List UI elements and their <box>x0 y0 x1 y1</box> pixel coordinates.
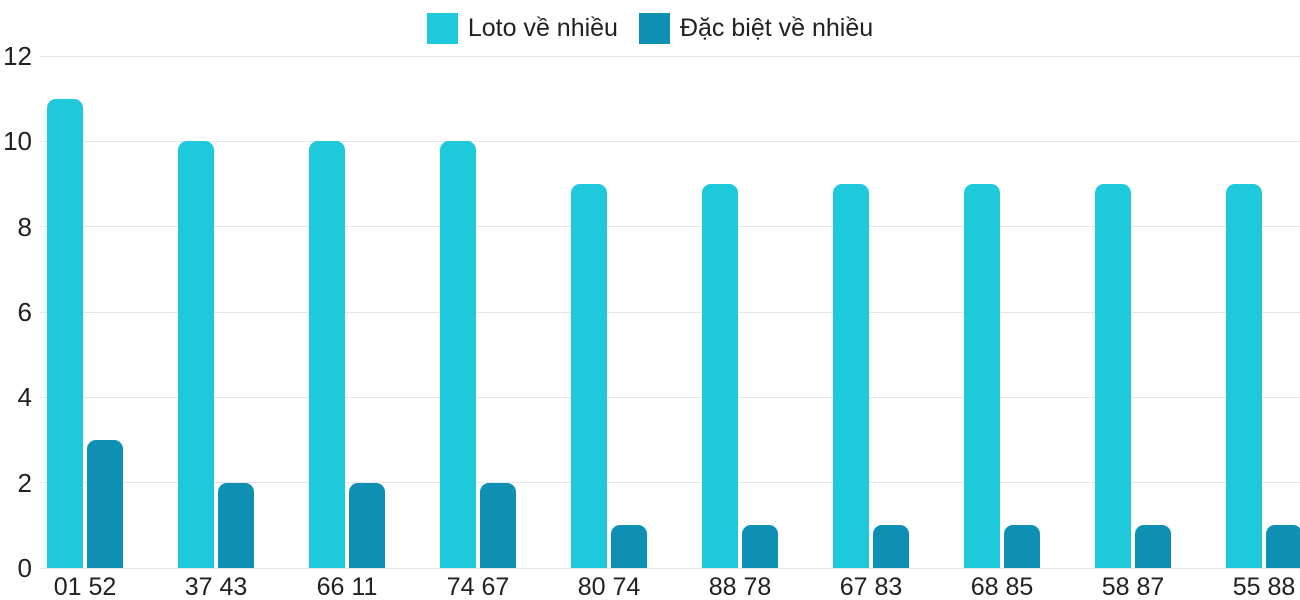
x-axis-category-label: 55 88 <box>1232 573 1296 600</box>
bar-series-0-group-7[interactable] <box>964 184 1000 568</box>
bar-series-1-group-7[interactable] <box>1004 525 1040 568</box>
legend-label: Loto về nhiều <box>467 14 618 42</box>
bar-series-1-group-5[interactable] <box>742 525 778 568</box>
bar-series-1-group-4[interactable] <box>611 525 647 568</box>
y-axis-tick-label: 0 <box>17 553 32 583</box>
x-axis-category-label: 88 78 <box>708 573 772 600</box>
x-axis-category-label: 01 52 <box>53 573 117 600</box>
bar-series-0-group-2[interactable] <box>309 141 345 568</box>
y-axis-tick-label: 4 <box>17 382 32 413</box>
x-axis-category-label: 74 67 <box>446 573 510 600</box>
bar-series-0-group-6[interactable] <box>833 184 869 568</box>
bar-series-0-group-1[interactable] <box>178 141 214 568</box>
y-axis-tick-label: 8 <box>17 211 32 242</box>
gridline <box>40 396 1300 398</box>
bar-series-1-group-2[interactable] <box>349 482 385 568</box>
gridline <box>40 311 1300 313</box>
bar-series-0-group-5[interactable] <box>702 184 738 568</box>
y-axis-tick-label: 10 <box>3 126 32 157</box>
legend-label: Đặc biệt về nhiều <box>679 14 874 42</box>
legend-color-swatch <box>426 13 458 44</box>
y-axis-tick-label: 2 <box>17 467 32 498</box>
bar-series-0-group-4[interactable] <box>571 184 607 568</box>
bar-series-1-group-9[interactable] <box>1266 525 1300 568</box>
legend-color-swatch <box>638 13 670 44</box>
gridline <box>40 55 1300 57</box>
x-axis-category-label: 80 74 <box>577 573 641 600</box>
x-axis-category-label: 58 87 <box>1101 573 1165 600</box>
bar-series-1-group-6[interactable] <box>873 525 909 568</box>
x-axis-category-label: 67 83 <box>839 573 903 600</box>
x-axis-category-label: 68 85 <box>970 573 1034 600</box>
x-axis-category-label: 66 11 <box>316 573 378 600</box>
bar-series-1-group-3[interactable] <box>480 482 516 568</box>
chart-legend: Loto về nhiều Đặc biệt về nhiều <box>0 13 1300 44</box>
bar-series-0-group-9[interactable] <box>1226 184 1262 568</box>
y-axis-tick-label: 6 <box>17 297 32 327</box>
bar-series-0-group-0[interactable] <box>47 98 83 568</box>
bar-series-0-group-3[interactable] <box>440 141 476 568</box>
bar-series-1-group-0[interactable] <box>87 440 123 568</box>
bar-series-1-group-1[interactable] <box>218 482 254 568</box>
y-axis-tick-label: 12 <box>3 41 32 71</box>
x-axis-category-label: 37 43 <box>184 573 248 600</box>
legend-item-series-0[interactable]: Loto về nhiều <box>426 13 618 44</box>
bar-series-0-group-8[interactable] <box>1095 184 1131 568</box>
gridline <box>40 567 1300 569</box>
legend-item-series-1[interactable]: Đặc biệt về nhiều <box>638 13 874 44</box>
gridline <box>40 140 1300 142</box>
gridline <box>40 482 1300 484</box>
bar-series-1-group-8[interactable] <box>1135 525 1171 568</box>
gridline <box>40 226 1300 228</box>
